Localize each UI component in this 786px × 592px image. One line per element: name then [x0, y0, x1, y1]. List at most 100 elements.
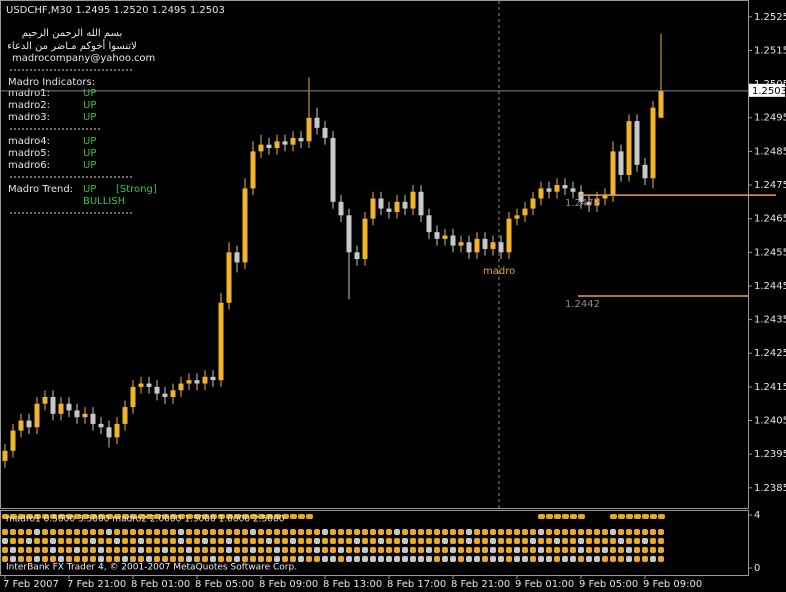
indicator-dot	[394, 529, 400, 535]
indicator-dot	[322, 529, 328, 535]
indicator-dot	[642, 529, 648, 535]
indicator-dot	[610, 514, 617, 519]
price-box	[749, 83, 785, 97]
indicator-dot	[578, 514, 585, 519]
indicator-dot	[154, 538, 160, 544]
indicator-dot	[338, 547, 344, 553]
indicator-dot	[298, 556, 304, 562]
indicator-dot	[634, 538, 640, 544]
indicator-dot	[234, 556, 240, 562]
indicator-dot	[354, 529, 360, 535]
indicator-dot	[178, 529, 184, 535]
indicator-dot	[266, 538, 272, 544]
indicator-dot	[538, 529, 544, 535]
candle-body	[458, 242, 464, 246]
indicator-dot	[2, 556, 8, 562]
candle-body	[610, 151, 616, 196]
indicator-dot	[106, 556, 112, 562]
indicator-panel: 0 4 madro1 0.5000 3.5000 madro2 2.0000 1.5…	[2, 510, 760, 574]
candle-body	[402, 201, 408, 209]
indicator-name: madro1:	[8, 88, 50, 99]
indicator-dot	[450, 529, 456, 535]
indicator-dot	[10, 547, 16, 553]
indicator-dot	[242, 514, 249, 519]
indicator-dot	[162, 556, 168, 562]
indicator-dot	[66, 547, 72, 553]
indicator-dot	[498, 556, 504, 562]
indicator-dot	[586, 529, 592, 535]
indicator-state: UP	[83, 88, 96, 99]
indicator-dot	[538, 547, 544, 553]
indicator-dot	[122, 547, 128, 553]
indicator-dot	[146, 547, 152, 553]
indicator-dot	[178, 538, 184, 544]
indicator-dot	[74, 547, 80, 553]
indicator-dot	[602, 538, 608, 544]
x-tick-label: 9 Feb 01:00	[515, 579, 574, 590]
indicator-dot	[378, 556, 384, 562]
indicator-dot	[146, 556, 152, 562]
indicator-dot	[458, 529, 464, 535]
indicator-dot	[218, 529, 224, 535]
indicator-dot	[282, 529, 288, 535]
candle-body	[474, 238, 480, 253]
indicator-dot	[194, 514, 201, 519]
indicator-dot	[106, 529, 112, 535]
indicator-dot	[42, 547, 48, 553]
candle-body	[338, 201, 344, 216]
y-tick-label: 1.2385	[754, 483, 786, 494]
indicator-dot	[154, 547, 160, 553]
x-tick-label: 8 Feb 13:00	[323, 579, 382, 590]
indicator-dot	[154, 529, 160, 535]
indicator-dot	[34, 529, 40, 535]
candle-body	[322, 127, 328, 138]
candle-body	[306, 117, 312, 142]
indicator-dot	[106, 514, 113, 519]
indicator-dot	[138, 538, 144, 544]
indicator-dot	[122, 538, 128, 544]
x-tick-label: 7 Feb 21:00	[67, 579, 126, 590]
candle-body	[522, 208, 528, 216]
candle-body	[386, 208, 392, 212]
indicator-name: madro4:	[8, 136, 50, 147]
email: madrocompany@yahoo.com	[12, 53, 155, 64]
indicator-dot	[634, 514, 641, 519]
candle-body	[658, 90, 664, 118]
indicator-dot	[130, 514, 137, 519]
indicator-dot	[146, 538, 152, 544]
indicator-dot	[218, 556, 224, 562]
indicator-dot	[610, 547, 616, 553]
indicator-frame	[0, 510, 749, 576]
candle-body	[146, 383, 152, 387]
indicator-dot	[658, 514, 665, 519]
candle-body	[562, 185, 568, 189]
indicator-dot	[650, 514, 657, 519]
y-tick-label: 1.2415	[754, 382, 786, 393]
indicator-dot	[498, 547, 504, 553]
indicator-dot	[570, 538, 576, 544]
indicator-dot	[26, 556, 32, 562]
candle-body	[218, 302, 224, 381]
y-tick-label: 1.2445	[754, 281, 786, 292]
candle-body	[154, 386, 160, 394]
indicator-dot	[362, 547, 368, 553]
indicator-dot	[546, 514, 553, 519]
indicator-dot	[250, 514, 257, 519]
candle-body	[482, 238, 488, 249]
x-tick-label: 8 Feb 09:00	[259, 579, 318, 590]
indicator-dot	[578, 556, 584, 562]
indicator-dot	[186, 547, 192, 553]
indicator-dot	[346, 556, 352, 562]
indicator-dot	[498, 538, 504, 544]
indicator-dot	[458, 547, 464, 553]
indicator-dot	[218, 538, 224, 544]
candle-body	[506, 218, 512, 253]
indicator-dot	[402, 538, 408, 544]
indicator-dot	[274, 538, 280, 544]
indicator-dot	[90, 547, 96, 553]
indicator-dot	[466, 538, 472, 544]
indicator-dot	[426, 547, 432, 553]
candle-body	[250, 151, 256, 189]
indicator-dot	[362, 529, 368, 535]
indicator-dot	[410, 529, 416, 535]
